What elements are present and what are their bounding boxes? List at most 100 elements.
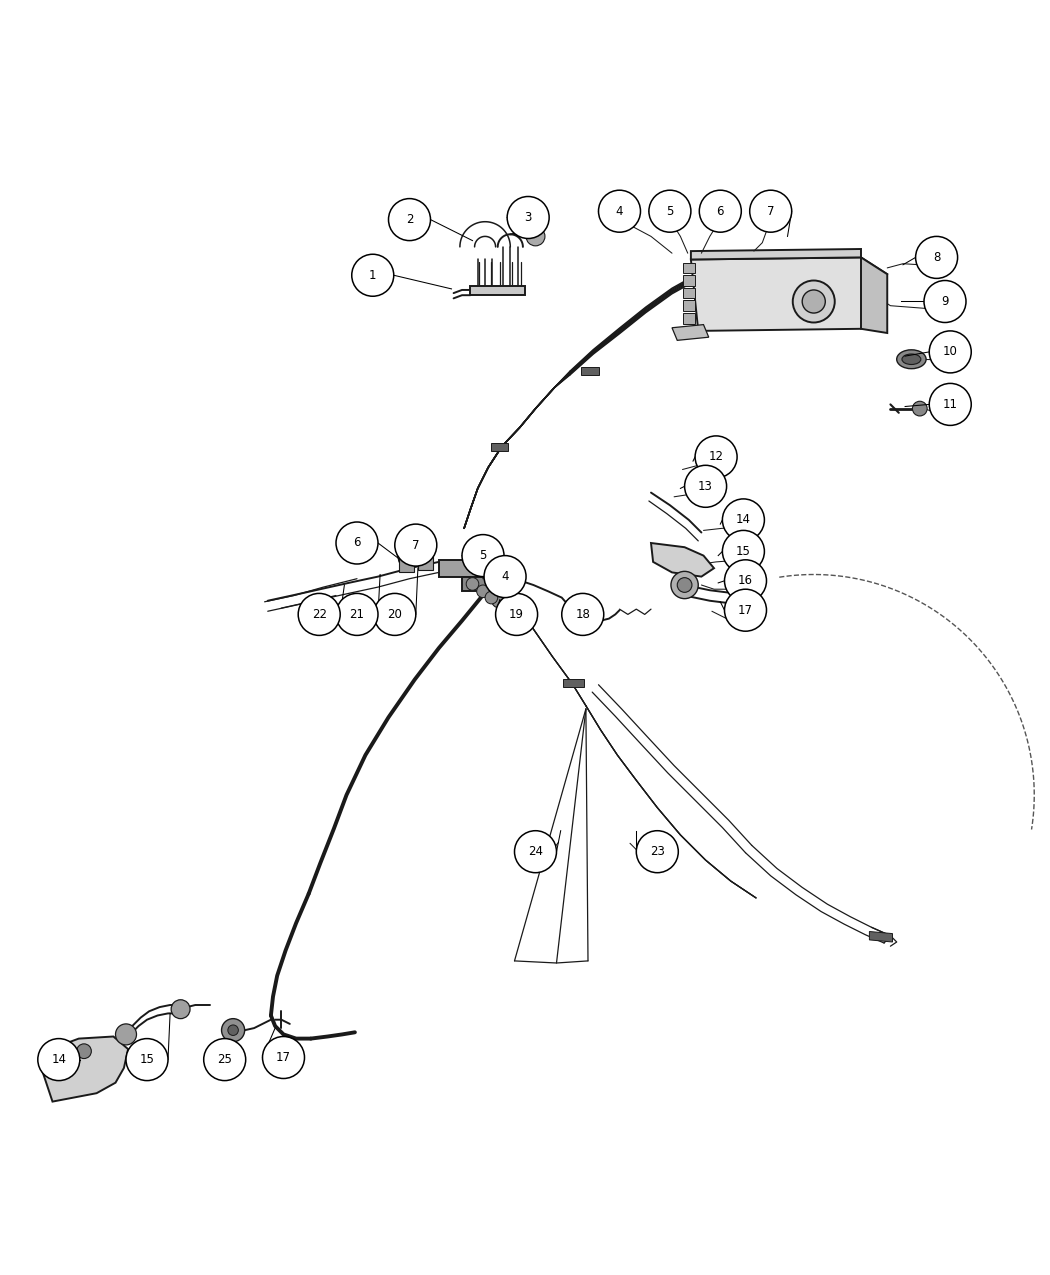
Bar: [682, 301, 695, 311]
Circle shape: [722, 499, 764, 541]
Text: 25: 25: [217, 1053, 232, 1066]
Text: 4: 4: [615, 205, 624, 218]
Circle shape: [912, 402, 927, 416]
Text: 22: 22: [312, 608, 327, 621]
Circle shape: [924, 280, 966, 323]
Circle shape: [298, 593, 340, 635]
Circle shape: [724, 560, 766, 602]
Text: 6: 6: [716, 205, 724, 218]
Circle shape: [562, 593, 604, 635]
Ellipse shape: [902, 354, 921, 365]
Circle shape: [685, 465, 727, 507]
Circle shape: [722, 530, 764, 572]
Circle shape: [38, 1039, 80, 1081]
Polygon shape: [563, 680, 584, 687]
Circle shape: [466, 578, 479, 590]
Text: 1: 1: [369, 269, 377, 282]
Text: 11: 11: [943, 398, 958, 411]
Text: 24: 24: [528, 845, 543, 858]
Text: 6: 6: [353, 537, 361, 550]
Circle shape: [598, 190, 640, 232]
Circle shape: [750, 190, 792, 232]
Text: 5: 5: [666, 205, 674, 218]
Circle shape: [77, 1044, 91, 1058]
Text: 9: 9: [941, 295, 949, 309]
Circle shape: [649, 190, 691, 232]
Text: 14: 14: [51, 1053, 66, 1066]
Circle shape: [477, 585, 489, 598]
Polygon shape: [691, 258, 887, 332]
Bar: [682, 275, 695, 286]
Circle shape: [262, 1037, 304, 1079]
Circle shape: [671, 571, 698, 599]
Circle shape: [699, 190, 741, 232]
Circle shape: [695, 436, 737, 478]
Text: 17: 17: [276, 1051, 291, 1065]
Circle shape: [677, 578, 692, 593]
Circle shape: [352, 254, 394, 296]
Polygon shape: [861, 258, 887, 333]
Polygon shape: [470, 286, 525, 296]
Circle shape: [484, 556, 526, 598]
Circle shape: [485, 592, 498, 604]
Text: 7: 7: [412, 538, 420, 552]
Circle shape: [491, 592, 508, 608]
Circle shape: [336, 593, 378, 635]
Ellipse shape: [897, 349, 926, 368]
Text: 3: 3: [524, 210, 532, 224]
Circle shape: [496, 593, 538, 635]
Text: 2: 2: [405, 213, 414, 226]
Text: 23: 23: [650, 845, 665, 858]
Bar: [682, 314, 695, 324]
Circle shape: [462, 534, 504, 576]
Text: 5: 5: [479, 550, 487, 562]
Text: 8: 8: [932, 251, 941, 264]
Text: 13: 13: [698, 479, 713, 493]
Circle shape: [171, 1000, 190, 1019]
Circle shape: [388, 199, 430, 241]
Circle shape: [793, 280, 835, 323]
Circle shape: [116, 1024, 136, 1046]
Text: 21: 21: [350, 608, 364, 621]
Text: 14: 14: [736, 514, 751, 527]
Circle shape: [636, 831, 678, 872]
Polygon shape: [651, 543, 714, 576]
Circle shape: [929, 384, 971, 426]
Circle shape: [802, 289, 825, 314]
Bar: [418, 556, 433, 570]
Circle shape: [526, 227, 545, 246]
Circle shape: [126, 1039, 168, 1081]
Text: 10: 10: [943, 346, 958, 358]
Polygon shape: [462, 576, 493, 592]
Polygon shape: [42, 1037, 128, 1102]
Text: 19: 19: [509, 608, 524, 621]
Circle shape: [916, 236, 958, 278]
Text: 16: 16: [738, 574, 753, 588]
Text: 18: 18: [575, 608, 590, 621]
Polygon shape: [869, 932, 892, 942]
Polygon shape: [672, 325, 709, 340]
Text: 15: 15: [140, 1053, 154, 1066]
Circle shape: [724, 589, 766, 631]
Text: 12: 12: [709, 450, 723, 463]
Bar: [682, 263, 695, 273]
Text: 20: 20: [387, 608, 402, 621]
Bar: [682, 288, 695, 298]
Bar: [399, 557, 414, 572]
Circle shape: [222, 1019, 245, 1042]
Polygon shape: [491, 444, 508, 450]
Circle shape: [374, 593, 416, 635]
Polygon shape: [439, 560, 496, 576]
Circle shape: [929, 332, 971, 372]
Polygon shape: [581, 367, 598, 375]
Circle shape: [514, 831, 556, 872]
Circle shape: [336, 521, 378, 564]
Text: 4: 4: [501, 570, 509, 583]
Polygon shape: [691, 249, 861, 260]
Circle shape: [228, 1025, 238, 1035]
Circle shape: [204, 1039, 246, 1081]
Text: 7: 7: [766, 205, 775, 218]
Text: 15: 15: [736, 544, 751, 558]
Text: 17: 17: [738, 603, 753, 617]
Circle shape: [395, 524, 437, 566]
